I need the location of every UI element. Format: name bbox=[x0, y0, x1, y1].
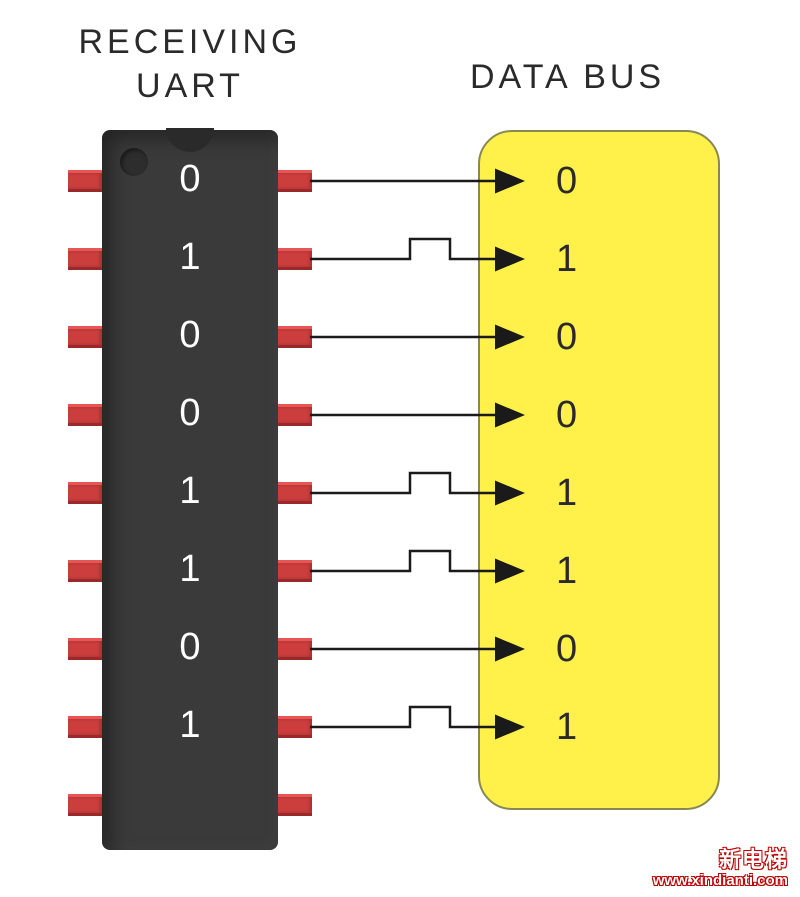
chip-notch-icon bbox=[166, 128, 214, 152]
chip-bit: 1 bbox=[179, 470, 200, 513]
chip-bit: 0 bbox=[179, 626, 200, 669]
pin-right bbox=[278, 248, 312, 270]
bus-bit: 0 bbox=[556, 316, 577, 359]
bus-bit: 1 bbox=[556, 550, 577, 593]
bus-bit: 0 bbox=[556, 394, 577, 437]
pin-right bbox=[278, 716, 312, 738]
pin-right bbox=[278, 560, 312, 582]
pin-right bbox=[278, 482, 312, 504]
bus-bit: 1 bbox=[556, 706, 577, 749]
watermark: 新电梯 www.xindianti.com bbox=[653, 848, 788, 889]
pin-right bbox=[278, 326, 312, 348]
chip-bit: 0 bbox=[179, 392, 200, 435]
bus-bit: 0 bbox=[556, 628, 577, 671]
bus-bit: 0 bbox=[556, 160, 577, 203]
chip-bit: 1 bbox=[179, 704, 200, 747]
chip-bit: 1 bbox=[179, 236, 200, 279]
uart-chip: 0 1 0 0 1 1 0 1 bbox=[80, 130, 300, 850]
chip-bit: 0 bbox=[179, 158, 200, 201]
pin-right bbox=[278, 170, 312, 192]
pin-left bbox=[68, 404, 102, 426]
bus-bit: 1 bbox=[556, 238, 577, 281]
pin-left bbox=[68, 638, 102, 660]
chip-bit: 1 bbox=[179, 548, 200, 591]
pin-right bbox=[278, 794, 312, 816]
bus-title: DATA BUS bbox=[470, 58, 665, 97]
pin-left bbox=[68, 716, 102, 738]
pin-left bbox=[68, 248, 102, 270]
data-bus: 0 1 0 0 1 1 0 1 bbox=[478, 130, 720, 810]
pin-left bbox=[68, 170, 102, 192]
pin-right bbox=[278, 404, 312, 426]
watermark-label: 新电梯 bbox=[719, 847, 788, 872]
pin-left bbox=[68, 560, 102, 582]
bus-bit: 1 bbox=[556, 472, 577, 515]
chip-bit: 0 bbox=[179, 314, 200, 357]
chip-body: 0 1 0 0 1 1 0 1 bbox=[102, 130, 278, 850]
chip-title: RECEIVING UART bbox=[50, 20, 330, 108]
pin-left bbox=[68, 326, 102, 348]
pin-right bbox=[278, 638, 312, 660]
watermark-url: www.xindianti.com bbox=[653, 872, 788, 889]
chip-pin1-dot-icon bbox=[120, 148, 148, 176]
pin-left bbox=[68, 482, 102, 504]
pin-left bbox=[68, 794, 102, 816]
